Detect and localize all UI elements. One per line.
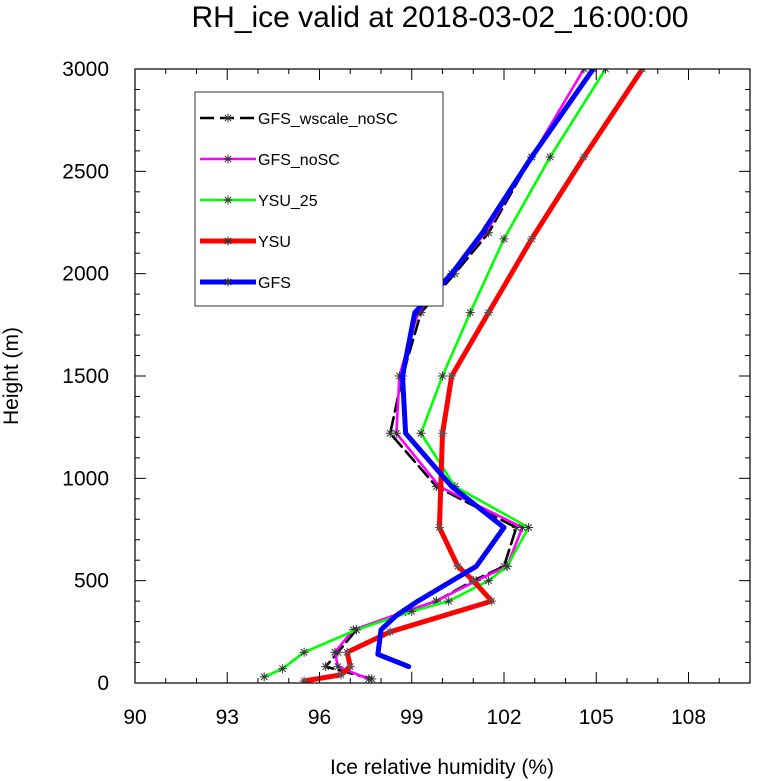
data-point bbox=[407, 606, 417, 616]
data-point bbox=[499, 234, 509, 244]
data-point bbox=[524, 523, 534, 532]
y-tick-label: 2500 bbox=[62, 160, 109, 183]
legend-label: GFS bbox=[258, 275, 291, 292]
series-layer bbox=[259, 69, 647, 683]
data-point bbox=[579, 152, 589, 162]
y-axis-label: Height (m) bbox=[0, 327, 23, 425]
y-axis: 0 500 1000 1500 2000 2500 3000 bbox=[62, 58, 750, 695]
data-point bbox=[336, 670, 346, 680]
data-point bbox=[345, 662, 355, 672]
x-tick-label: 93 bbox=[216, 706, 239, 729]
data-point bbox=[259, 672, 269, 682]
data-point bbox=[481, 228, 491, 238]
legend-item: YSU_25 bbox=[200, 193, 318, 210]
x-axis-label: Ice relative humidity (%) bbox=[330, 756, 554, 779]
legend-marker bbox=[223, 236, 233, 246]
data-point bbox=[394, 371, 404, 381]
data-point bbox=[391, 428, 401, 438]
y-tick-label: 1500 bbox=[62, 365, 109, 388]
data-point bbox=[385, 428, 395, 438]
series-gfs bbox=[375, 69, 596, 670]
data-point bbox=[465, 308, 475, 318]
data-point bbox=[278, 664, 288, 674]
data-point bbox=[351, 625, 361, 635]
y-tick-label: 3000 bbox=[62, 58, 109, 81]
series-ysu bbox=[299, 69, 647, 683]
legend-label: GFS_noSC bbox=[258, 152, 340, 169]
data-point bbox=[333, 662, 343, 672]
data-point bbox=[321, 662, 331, 672]
data-point bbox=[453, 561, 463, 571]
legend-marker bbox=[223, 113, 233, 123]
x-axis: 90 93 96 99 102 105 108 bbox=[123, 69, 751, 729]
data-point bbox=[330, 647, 340, 657]
x-tick-label: 102 bbox=[486, 706, 521, 729]
y-tick-label: 1000 bbox=[62, 467, 109, 490]
data-point bbox=[487, 596, 497, 606]
series-line bbox=[324, 69, 595, 681]
series-ysu-25 bbox=[259, 69, 610, 682]
data-point bbox=[517, 523, 527, 532]
data-point bbox=[438, 428, 447, 438]
series-line bbox=[262, 69, 607, 679]
legend-marker bbox=[223, 154, 233, 164]
data-point bbox=[511, 523, 521, 532]
data-point bbox=[484, 576, 494, 586]
chart-title: RH_ice valid at 2018-03-02_16:00:00 bbox=[191, 1, 688, 34]
data-point bbox=[502, 561, 512, 571]
data-point bbox=[364, 674, 374, 683]
x-tick-label: 96 bbox=[308, 706, 331, 729]
y-tick-label: 500 bbox=[74, 570, 109, 593]
data-point bbox=[385, 627, 395, 637]
x-tick-label: 99 bbox=[400, 706, 423, 729]
data-point bbox=[342, 647, 352, 657]
data-point bbox=[468, 576, 478, 586]
x-tick-label: 90 bbox=[123, 706, 146, 729]
data-point bbox=[431, 596, 441, 606]
series-line bbox=[375, 69, 596, 670]
legend-item: GFS_wscale_noSC bbox=[200, 111, 398, 128]
data-point bbox=[545, 152, 555, 162]
data-point bbox=[527, 234, 537, 244]
legend: GFS_wscale_noSC GFS_noSC YSU_25 YSU GFS bbox=[194, 91, 444, 307]
legend-marker bbox=[223, 277, 233, 287]
y-tick-label: 0 bbox=[97, 672, 109, 695]
x-tick-label: 108 bbox=[671, 706, 706, 729]
legend-label: YSU bbox=[258, 234, 291, 251]
data-point bbox=[484, 308, 494, 318]
y-tick-label: 2000 bbox=[62, 263, 109, 286]
data-point bbox=[299, 676, 309, 683]
data-point bbox=[444, 596, 454, 606]
data-point bbox=[438, 371, 447, 381]
legend-label: GFS_wscale_noSC bbox=[258, 111, 398, 128]
data-point bbox=[416, 428, 426, 438]
data-point bbox=[447, 371, 457, 381]
legend-item: YSU bbox=[200, 234, 291, 251]
legend-marker bbox=[223, 195, 233, 205]
legend-item: GFS bbox=[200, 275, 291, 292]
x-tick-label: 105 bbox=[579, 706, 614, 729]
legend-item: GFS_noSC bbox=[200, 152, 340, 169]
legend-label: YSU_25 bbox=[258, 193, 318, 210]
data-point bbox=[299, 647, 309, 657]
data-point bbox=[434, 523, 444, 532]
